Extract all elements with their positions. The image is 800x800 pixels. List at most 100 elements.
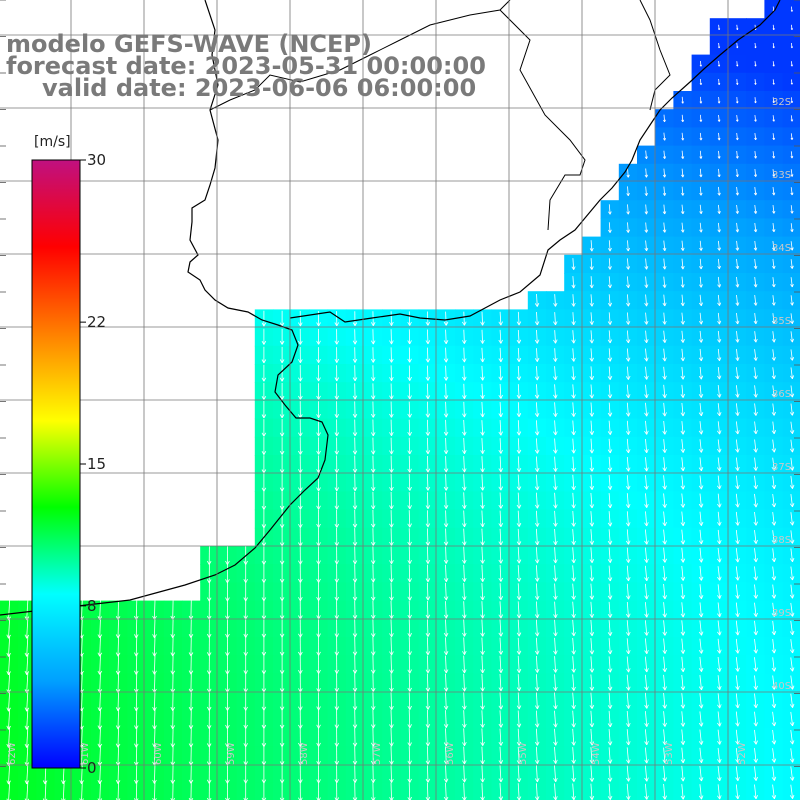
lon-label: 60W	[153, 742, 164, 765]
wind-arrow	[571, 565, 576, 582]
wind-arrow	[607, 747, 613, 764]
wind-arrow	[662, 493, 667, 508]
field-cell	[782, 345, 800, 365]
wind-arrow	[680, 402, 686, 417]
wind-arrow	[753, 277, 758, 288]
wind-arrow	[680, 439, 686, 453]
wind-arrow	[352, 782, 358, 800]
wind-arrow	[772, 97, 775, 104]
wind-arrow	[662, 547, 667, 563]
wind-arrow	[790, 24, 793, 31]
wind-arrow	[626, 765, 631, 782]
wind-arrow	[717, 566, 722, 581]
wind-arrow	[789, 730, 795, 745]
wind-arrow	[680, 276, 685, 288]
wind-arrow	[753, 729, 758, 745]
wind-arrow	[316, 347, 321, 363]
wind-arrow	[316, 600, 321, 620]
wind-arrow	[352, 311, 358, 326]
wind-arrow	[753, 367, 758, 380]
wind-arrow	[370, 582, 376, 601]
wind-arrow	[534, 746, 540, 764]
wind-arrow	[498, 546, 504, 564]
wind-arrow	[316, 328, 321, 345]
wind-arrow	[261, 310, 267, 327]
wind-arrow	[662, 240, 667, 252]
lon-label: 59W	[226, 742, 237, 765]
wind-arrow	[553, 547, 558, 564]
field-cell	[782, 163, 800, 183]
wind-arrow	[789, 766, 795, 781]
wind-arrow	[370, 419, 376, 437]
wind-arrow	[407, 618, 412, 637]
wind-arrow	[771, 548, 777, 563]
wind-arrow	[680, 620, 686, 636]
wind-arrow	[680, 602, 686, 618]
wind-arrow	[516, 619, 522, 637]
wind-arrow	[772, 61, 775, 67]
wind-arrow	[571, 402, 576, 417]
wind-arrow	[698, 693, 704, 709]
wind-arrow	[553, 492, 558, 509]
wind-arrow	[462, 619, 467, 637]
wind-arrow	[425, 474, 431, 491]
wind-arrow	[516, 492, 522, 509]
colorbar-gradient	[31, 159, 81, 769]
wind-arrow	[771, 693, 777, 709]
wind-arrow	[662, 222, 667, 233]
wind-arrow	[644, 583, 649, 600]
wind-arrow	[662, 602, 667, 618]
wind-arrow	[644, 168, 648, 178]
wind-arrow	[553, 456, 558, 472]
wind-arrow	[644, 783, 649, 800]
wind-arrow	[735, 115, 739, 122]
wind-arrow	[698, 729, 704, 745]
wind-arrow	[717, 620, 722, 636]
wind-arrow	[316, 654, 321, 674]
wind-arrow	[425, 510, 431, 528]
wind-arrow	[680, 656, 686, 673]
wind-arrow	[370, 764, 376, 783]
wind-arrow	[462, 528, 467, 546]
wind-arrow	[425, 492, 431, 510]
wind-arrow	[298, 346, 303, 363]
wind-arrow	[553, 510, 558, 527]
wind-arrow	[334, 437, 340, 455]
wind-arrow	[407, 383, 412, 400]
wind-arrow	[644, 384, 649, 399]
wind-arrow	[772, 79, 775, 85]
wind-arrow	[589, 783, 595, 800]
wind-arrow	[626, 168, 630, 178]
wind-arrow	[607, 620, 613, 636]
lat-label: 37S	[772, 462, 791, 473]
wind-arrow	[334, 654, 340, 674]
wind-arrow	[462, 492, 467, 509]
wind-arrow	[699, 204, 703, 215]
wind-arrow	[553, 601, 558, 619]
wind-arrow	[498, 456, 503, 473]
wind-arrow	[316, 437, 321, 455]
wind-arrow	[534, 492, 540, 509]
wind-arrow	[407, 365, 412, 381]
wind-arrow	[370, 636, 376, 656]
wind-arrow	[772, 115, 775, 122]
wind-arrow	[407, 691, 412, 710]
wind-arrow	[754, 79, 757, 85]
wind-arrow	[370, 509, 376, 528]
wind-arrow	[735, 457, 740, 471]
wind-arrow	[771, 403, 776, 416]
wind-arrow	[735, 620, 740, 636]
wind-arrow	[735, 511, 740, 526]
wind-arrow	[334, 782, 340, 800]
field-cell	[782, 127, 800, 147]
wind-arrow	[443, 546, 449, 564]
wind-arrow	[753, 766, 758, 781]
wind-arrow	[407, 655, 412, 674]
wind-arrow	[607, 692, 613, 709]
wind-arrow	[534, 311, 540, 326]
wind-arrow	[407, 746, 412, 765]
wind-arrow	[699, 132, 703, 141]
wind-arrow	[571, 656, 576, 673]
wind-arrow	[279, 346, 285, 364]
